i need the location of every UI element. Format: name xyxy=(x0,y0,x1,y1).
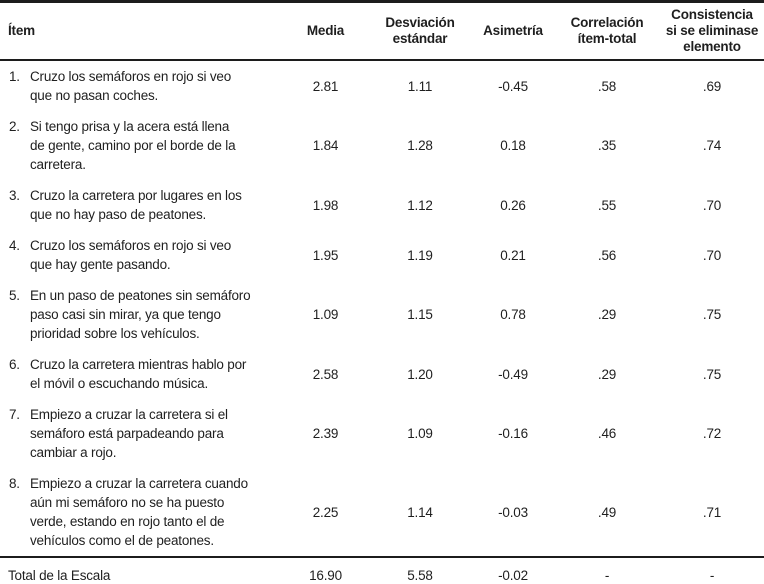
table-row: 2. Si tengo prisa y la acera está llena … xyxy=(0,111,764,180)
table-row: 4. Cruzo los semáforos en rojo si veo qu… xyxy=(0,230,764,280)
consist-value: .70 xyxy=(702,197,722,213)
total-sd-value: 5.58 xyxy=(368,556,472,584)
consist-value: .69 xyxy=(702,78,722,94)
item-cell: 1. Cruzo los semáforos en rojo si veo qu… xyxy=(0,60,283,111)
header-row: Ítem Media Desviación estándar Asimetría… xyxy=(0,1,764,61)
table-body: 1. Cruzo los semáforos en rojo si veo qu… xyxy=(0,60,764,557)
corr-value: .29 xyxy=(597,366,617,382)
media-value: 1.84 xyxy=(312,138,339,153)
sd-value: 1.28 xyxy=(407,138,433,153)
item-cell: 8. Empiezo a cruzar la carretera cuando … xyxy=(0,468,283,557)
item-text: Cruzo los semáforos en rojo si veo que h… xyxy=(30,238,232,272)
item-number: 6. xyxy=(9,357,20,372)
sd-value: 1.12 xyxy=(407,197,433,213)
item-number: 7. xyxy=(9,407,20,422)
corr-value: .55 xyxy=(597,197,617,213)
item-cell: 2. Si tengo prisa y la acera está llena … xyxy=(0,111,283,180)
item-number: 3. xyxy=(9,188,20,203)
consist-value: .71 xyxy=(702,504,722,520)
item-text: Empiezo a cruzar la carretera si el semá… xyxy=(30,407,228,460)
skew-value: 0.78 xyxy=(500,307,526,322)
media-value: 2.81 xyxy=(312,78,339,94)
table-footer: Total de la Escala 16.90 5.58 -0.02 - - xyxy=(0,556,764,584)
consist-value: .75 xyxy=(702,366,722,382)
item-text: En un paso de peatones sin semáforo paso… xyxy=(30,288,251,341)
media-value: 1.09 xyxy=(312,307,339,322)
item-cell: 5. En un paso de peatones sin semáforo p… xyxy=(0,280,283,349)
media-value: 1.98 xyxy=(312,197,339,213)
total-media-value: 16.90 xyxy=(283,556,368,584)
sd-value: 1.20 xyxy=(407,366,433,382)
item-cell: 7. Empiezo a cruzar la carretera si el s… xyxy=(0,399,283,468)
total-row: Total de la Escala 16.90 5.58 -0.02 - - xyxy=(0,556,764,584)
sd-value: 1.19 xyxy=(407,247,433,263)
media-value: 2.58 xyxy=(312,366,339,382)
total-label: Total de la Escala xyxy=(0,556,283,584)
item-text: Si tengo prisa y la acera está llena de … xyxy=(30,119,236,172)
consist-value: .74 xyxy=(702,138,722,153)
total-consist-value: - xyxy=(660,556,764,584)
col-header-sd: Desviación estándar xyxy=(368,1,472,61)
col-header-skew: Asimetría xyxy=(472,1,554,61)
col-header-consist: Consistencia si se eliminase elemento xyxy=(660,1,764,61)
skew-value: -0.16 xyxy=(498,426,528,441)
sd-value: 1.15 xyxy=(407,307,433,322)
corr-value: .56 xyxy=(597,247,617,263)
item-cell: 4. Cruzo los semáforos en rojo si veo qu… xyxy=(0,230,283,280)
table-header: Ítem Media Desviación estándar Asimetría… xyxy=(0,1,764,61)
sd-value: 1.14 xyxy=(407,504,433,520)
col-header-media: Media xyxy=(283,1,368,61)
item-cell: 6. Cruzo la carretera mientras hablo por… xyxy=(0,349,283,399)
consist-value: .72 xyxy=(702,426,722,441)
table-row: 1. Cruzo los semáforos en rojo si veo qu… xyxy=(0,60,764,111)
item-number: 8. xyxy=(9,476,20,491)
corr-value: .46 xyxy=(597,426,617,441)
col-header-corr: Correlación ítem-total xyxy=(554,1,660,61)
skew-value: 0.21 xyxy=(500,247,526,263)
skew-value: -0.03 xyxy=(498,504,528,520)
table-row: 7. Empiezo a cruzar la carretera si el s… xyxy=(0,399,764,468)
item-text: Cruzo la carretera mientras hablo por el… xyxy=(30,357,247,391)
corr-value: .35 xyxy=(597,138,617,153)
total-skew-value: -0.02 xyxy=(472,556,554,584)
corr-value: .29 xyxy=(597,307,617,322)
skew-value: -0.49 xyxy=(498,366,528,382)
corr-value: .49 xyxy=(597,504,617,520)
consist-value: .70 xyxy=(702,247,722,263)
media-value: 1.95 xyxy=(312,247,339,263)
item-number: 5. xyxy=(9,288,20,303)
item-number: 2. xyxy=(9,119,20,134)
item-text: Cruzo los semáforos en rojo si veo que n… xyxy=(30,69,232,103)
item-cell: 3. Cruzo la carretera por lugares en los… xyxy=(0,180,283,230)
sd-value: 1.11 xyxy=(407,78,433,94)
table-row: 8. Empiezo a cruzar la carretera cuando … xyxy=(0,468,764,557)
skew-value: 0.26 xyxy=(500,197,526,213)
item-number: 4. xyxy=(9,238,20,253)
sd-value: 1.09 xyxy=(407,426,433,441)
media-value: 2.25 xyxy=(312,504,339,520)
item-number: 1. xyxy=(9,69,20,84)
skew-value: 0.18 xyxy=(500,138,526,153)
table-row: 6. Cruzo la carretera mientras hablo por… xyxy=(0,349,764,399)
consist-value: .75 xyxy=(702,307,722,322)
item-text: Cruzo la carretera por lugares en los qu… xyxy=(30,188,242,222)
table-row: 5. En un paso de peatones sin semáforo p… xyxy=(0,280,764,349)
col-header-item: Ítem xyxy=(0,1,283,61)
table-row: 3. Cruzo la carretera por lugares en los… xyxy=(0,180,764,230)
media-value: 2.39 xyxy=(312,426,339,441)
item-text: Empiezo a cruzar la carretera cuando aún… xyxy=(30,476,248,548)
skew-value: -0.45 xyxy=(498,78,528,94)
total-corr-value: - xyxy=(554,556,660,584)
corr-value: .58 xyxy=(597,78,617,94)
